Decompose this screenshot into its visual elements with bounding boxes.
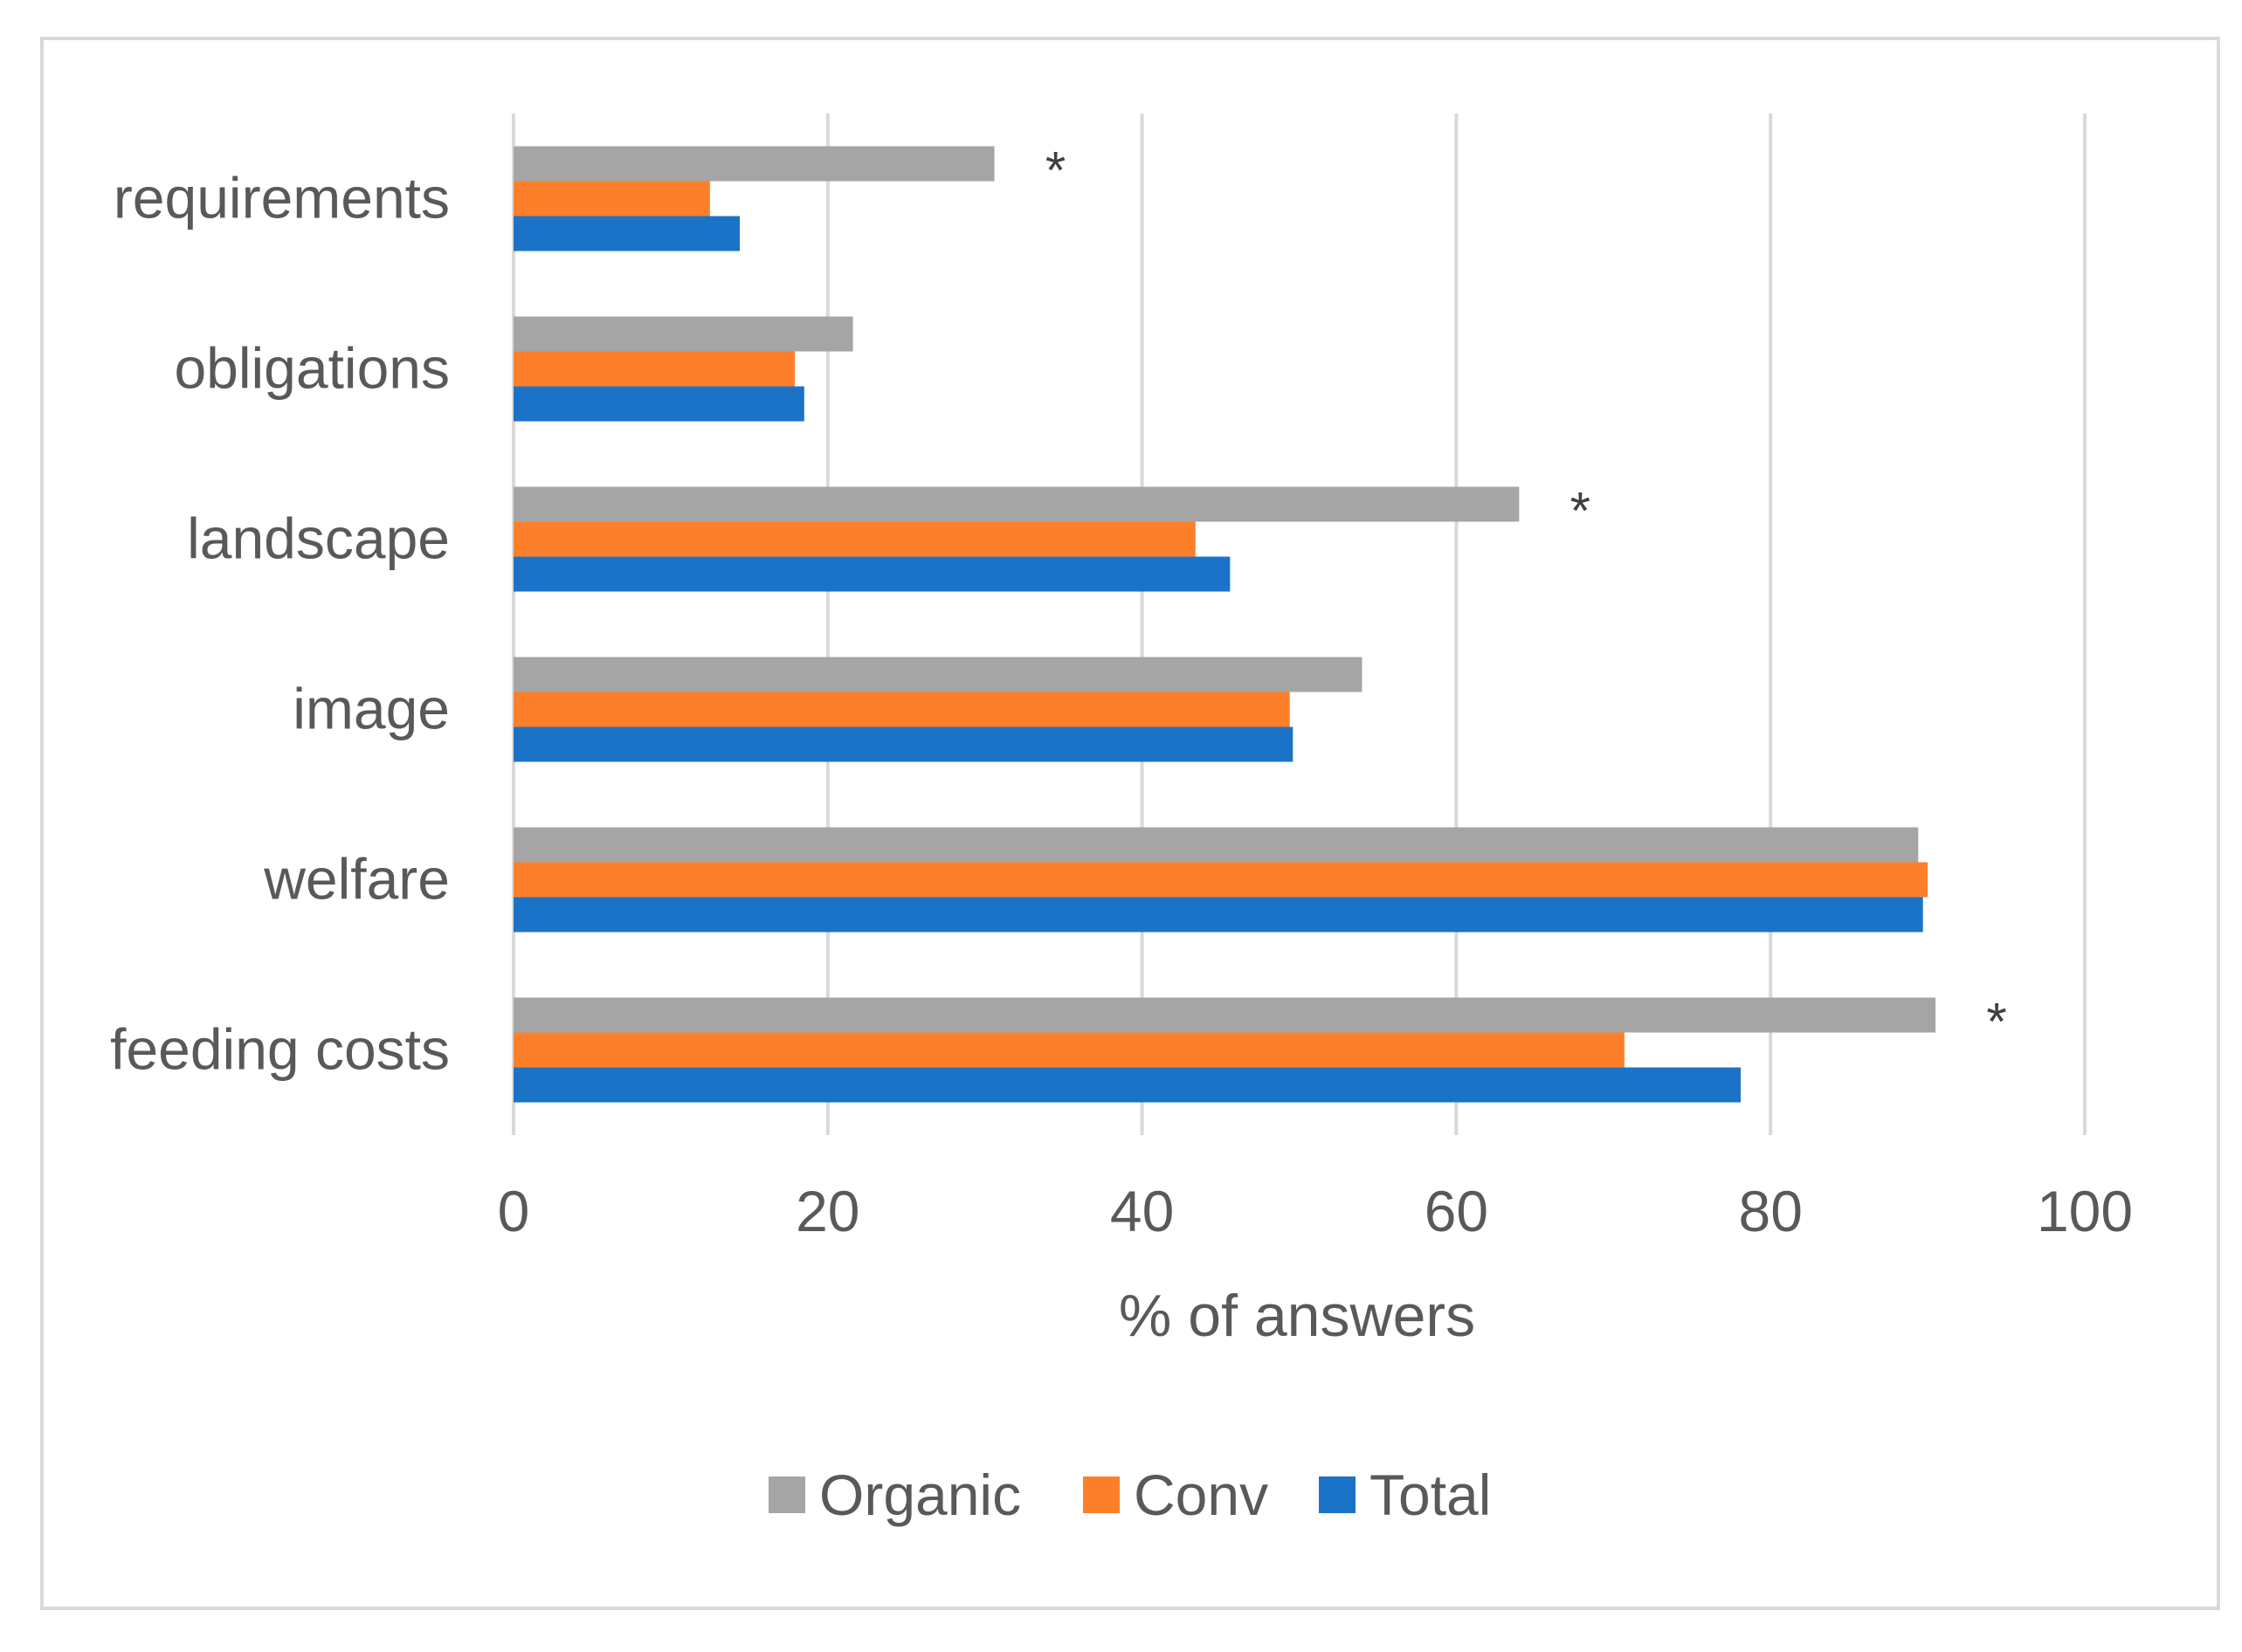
legend-label-conv: Conv [1134,1463,1268,1527]
x-tick-label-100: 100 [2037,1179,2133,1243]
bar-landscape-organic [514,486,1520,522]
bar-feeding-costs-total [514,1067,1742,1103]
bar-obligations-organic [514,316,853,352]
x-tick-label-0: 0 [498,1179,530,1243]
bar-feeding-costs-conv [514,1032,1625,1068]
legend-label-organic: Organic [819,1463,1021,1527]
bar-image-conv [514,692,1290,727]
bar-requirements-total [514,216,741,251]
x-tick-label-60: 60 [1425,1179,1488,1243]
bars [514,146,1936,1103]
category-label-landscape: landscape [187,506,450,571]
annotation-requirements: * [1045,141,1066,200]
bar-obligations-conv [514,351,796,387]
bar-landscape-total [514,556,1231,592]
bar-feeding-costs-organic [514,997,1936,1033]
x-tick-labels: 0 20 40 60 80 100 [498,1179,2133,1243]
annotation-feeding-costs: * [1986,993,2006,1051]
annotations: * * * [1045,141,2007,1051]
bar-landscape-conv [514,521,1196,557]
annotation-landscape: * [1570,482,1590,540]
legend-swatch-total [1319,1476,1356,1513]
x-axis-title: % of answers [1119,1283,1475,1349]
bar-welfare-total [514,897,1923,933]
chart-frame [40,37,2220,1610]
x-tick-label-20: 20 [796,1179,859,1243]
category-label-obligations: obligations [174,336,450,401]
bar-requirements-organic [514,146,995,182]
x-tick-label-40: 40 [1110,1179,1174,1243]
category-labels: requirements obligations landscape image wel… [110,166,450,1082]
gridlines [512,114,2087,1135]
category-label-image: image [293,677,450,741]
bar-obligations-total [514,386,804,422]
bar-image-total [514,726,1293,762]
category-label-welfare: welfare [263,847,450,912]
bar-welfare-conv [514,862,1928,898]
legend-swatch-organic [769,1476,805,1513]
legend-swatch-conv [1083,1476,1120,1513]
x-tick-label-80: 80 [1738,1179,1802,1243]
legend: Organic Conv Total [769,1463,1491,1527]
legend-label-total: Total [1369,1463,1491,1527]
category-label-feeding-costs: feeding costs [110,1017,450,1082]
bar-image-organic [514,657,1362,692]
bar-requirements-conv [514,181,710,217]
bar-welfare-organic [514,827,1919,863]
category-label-requirements: requirements [114,166,450,231]
